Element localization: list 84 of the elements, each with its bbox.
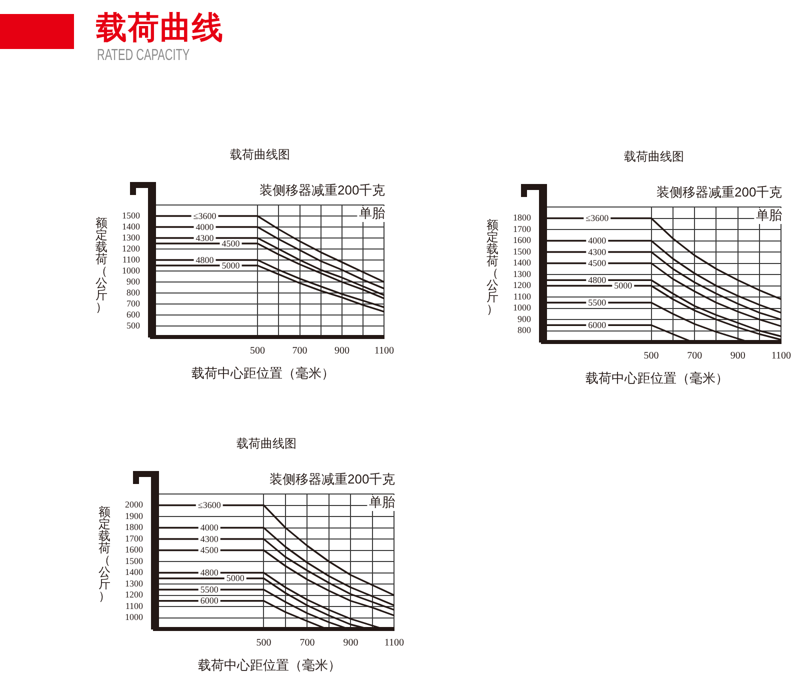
y-tick-label: 500 bbox=[126, 320, 140, 330]
series-label: 4800 bbox=[200, 568, 219, 578]
series-label: 4300 bbox=[200, 534, 219, 544]
x-tick-label: 700 bbox=[292, 346, 308, 357]
y-tick-label: 1100 bbox=[122, 254, 140, 264]
y-tick-label: 800 bbox=[126, 287, 140, 298]
series-label: 4000 bbox=[200, 522, 219, 533]
annotation: 单胎 bbox=[369, 494, 396, 510]
y-axis-title: 额定载荷（公斤） bbox=[98, 505, 111, 603]
x-tick-label: 900 bbox=[730, 350, 746, 362]
x-axis-title: 载荷中心距位置（毫米） bbox=[586, 370, 729, 386]
x-axis-title: 载荷中心距位置（毫米） bbox=[198, 658, 342, 673]
y-tick-label: 1500 bbox=[122, 210, 140, 220]
y-tick-label: 1800 bbox=[125, 522, 144, 532]
y-tick-label: 1000 bbox=[125, 612, 144, 622]
text: 载荷曲线 bbox=[96, 10, 224, 46]
y-tick-label: 1200 bbox=[125, 590, 144, 600]
series-label: 4300 bbox=[588, 246, 607, 257]
y-tick-label: 1600 bbox=[125, 544, 144, 555]
y-tick-label: 900 bbox=[518, 314, 532, 324]
y-tick-label: 1000 bbox=[122, 265, 140, 276]
y-tick-label: 1400 bbox=[122, 221, 140, 232]
series-label: 4800 bbox=[588, 274, 607, 285]
x-tick-label: 900 bbox=[343, 638, 358, 649]
y-axis-title: 额定载荷（公斤） bbox=[486, 218, 499, 316]
y-tick-label: 1100 bbox=[513, 291, 532, 302]
y-tick-label: 900 bbox=[126, 276, 140, 286]
y-tick-label: 2000 bbox=[125, 500, 144, 510]
series-label: 5000 bbox=[222, 260, 240, 270]
series-label: 5000 bbox=[614, 280, 633, 291]
x-axis-title: 载荷中心距位置（毫米） bbox=[192, 366, 335, 381]
y-tick-label: 1600 bbox=[513, 235, 532, 246]
series-label: 5500 bbox=[588, 297, 607, 308]
x-tick-label: 700 bbox=[300, 638, 315, 649]
series-label: ≤3600 bbox=[193, 210, 217, 221]
y-tick-label: 1300 bbox=[122, 232, 140, 242]
series-label: 4500 bbox=[200, 545, 219, 556]
y-tick-label: 1200 bbox=[513, 280, 532, 290]
series-label: ≤3600 bbox=[586, 213, 610, 224]
y-tick-label: 1900 bbox=[125, 510, 144, 521]
x-tick-label: 900 bbox=[334, 346, 350, 357]
y-axis-title: 额定载荷（公斤） bbox=[95, 216, 108, 314]
chart-title: 载荷曲线图 bbox=[624, 149, 684, 164]
y-tick-label: 1400 bbox=[125, 567, 144, 578]
y-tick-label: 1200 bbox=[122, 243, 140, 254]
y-tick-label: 700 bbox=[126, 298, 140, 308]
text: 装侧移器减重200千克 bbox=[259, 182, 386, 198]
y-tick-label: 1400 bbox=[513, 258, 532, 268]
x-tick-label: 1100 bbox=[384, 638, 404, 649]
x-tick-label: 1100 bbox=[771, 350, 792, 362]
y-tick-label: 1700 bbox=[513, 224, 532, 234]
y-tick-label: 1500 bbox=[513, 246, 532, 256]
y-tick-label: 1100 bbox=[125, 600, 144, 611]
series-label: 5500 bbox=[200, 584, 219, 594]
series-label: 5000 bbox=[226, 573, 245, 584]
text: 装侧移器减重200千克 bbox=[656, 184, 782, 200]
series-label: 4000 bbox=[588, 236, 607, 246]
y-tick-label: 1500 bbox=[125, 556, 144, 566]
y-tick-label: 600 bbox=[126, 309, 140, 320]
series-label: 4000 bbox=[196, 222, 214, 232]
y-tick-label: 1300 bbox=[125, 578, 144, 588]
y-tick-label: 1300 bbox=[513, 268, 532, 279]
chart-title: 载荷曲线图 bbox=[230, 147, 290, 162]
text: RATED CAPACITY bbox=[97, 47, 190, 65]
x-tick-label: 700 bbox=[687, 350, 702, 362]
x-tick-label: 1100 bbox=[374, 346, 394, 357]
series-label: 4500 bbox=[588, 258, 607, 268]
annotation: 单胎 bbox=[359, 206, 386, 221]
x-tick-label: 500 bbox=[250, 346, 266, 357]
y-tick-label: 1800 bbox=[513, 212, 532, 223]
x-tick-label: 500 bbox=[256, 638, 272, 649]
y-tick-label: 1700 bbox=[125, 533, 144, 544]
y-tick-label: 1000 bbox=[513, 302, 532, 313]
x-tick-label: 500 bbox=[644, 350, 659, 362]
series-label: 4500 bbox=[222, 238, 240, 248]
series-label: 6000 bbox=[200, 596, 219, 606]
series-label: 4800 bbox=[196, 254, 214, 265]
annotation: 单胎 bbox=[756, 208, 782, 223]
text: 装侧移器减重200千克 bbox=[269, 472, 396, 487]
series-label: 6000 bbox=[588, 320, 607, 330]
y-tick-label: 800 bbox=[518, 325, 532, 336]
series-label: ≤3600 bbox=[198, 500, 222, 510]
chart-title: 载荷曲线图 bbox=[236, 436, 297, 450]
series-label: 4300 bbox=[196, 232, 214, 243]
